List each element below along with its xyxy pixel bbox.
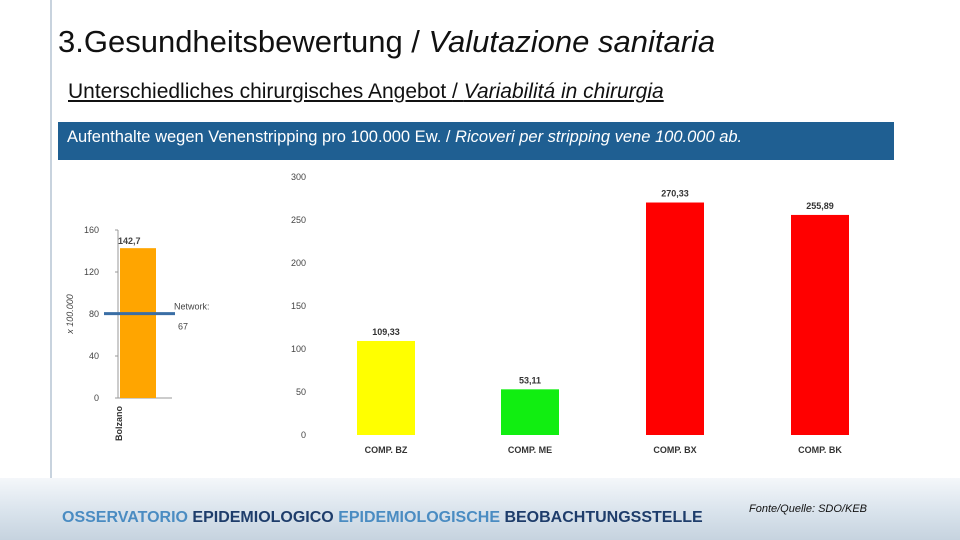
chart2-y-tick-label: 200: [291, 258, 306, 268]
chart1-bar-value-label: 142,7: [118, 236, 141, 246]
chart2-bar-value-label: 270,33: [661, 189, 689, 199]
chart2-y-tick-label: 300: [291, 172, 306, 182]
chart2-bar-comp-bx: [646, 202, 704, 435]
network-reference-value: 67: [178, 322, 188, 332]
chart2-category-label: COMP. BK: [798, 445, 842, 455]
footer-organization: OSSERVATORIO EPIDEMIOLOGICO EPIDEMIOLOGI…: [62, 509, 703, 526]
chart2-y-tick-label: 150: [291, 301, 306, 311]
chart2-y-tick-label: 250: [291, 215, 306, 225]
chart1-y-tick-label: 80: [89, 309, 99, 319]
chart2-y-tick-label: 100: [291, 344, 306, 354]
chart2-bar-comp-bz: [357, 340, 415, 435]
chart2-bar-value-label: 109,33: [372, 327, 400, 337]
chart1-y-tick-label: 0: [94, 393, 99, 403]
chart1-y-axis-label: x 100.000: [65, 294, 75, 335]
chart-banner: Aufenthalte wegen Venenstripping pro 100…: [58, 122, 894, 160]
chart2-category-label: COMP. BZ: [365, 445, 408, 455]
chart1-bar-bolzano: [120, 248, 156, 398]
chart2-bar-comp-me: [501, 389, 559, 435]
chart2-bar-value-label: 53,11: [519, 375, 541, 385]
network-reference-label: Network:: [174, 302, 210, 312]
chart1-y-tick-label: 40: [89, 351, 99, 361]
page-title: 3.Gesundheitsbewertung / Valutazione san…: [58, 24, 716, 59]
divider-line: [50, 0, 52, 480]
chart2-category-label: COMP. ME: [508, 445, 552, 455]
chart1-y-tick-label: 160: [84, 225, 99, 235]
chart2-category-label: COMP. BX: [653, 445, 696, 455]
footer-band: [0, 478, 960, 540]
chart1-category-label: Bolzano: [114, 405, 124, 441]
chart2-bar-value-label: 255,89: [806, 201, 834, 211]
chart2-y-tick-label: 0: [301, 430, 306, 440]
source-note: Fonte/Quelle: SDO/KEB: [749, 503, 867, 515]
chart2-y-tick-label: 50: [296, 387, 306, 397]
chart2-bar-comp-bk: [791, 214, 849, 435]
chart1-y-tick-label: 120: [84, 267, 99, 277]
page-subtitle: Unterschiedliches chirurgisches Angebot …: [68, 80, 664, 103]
